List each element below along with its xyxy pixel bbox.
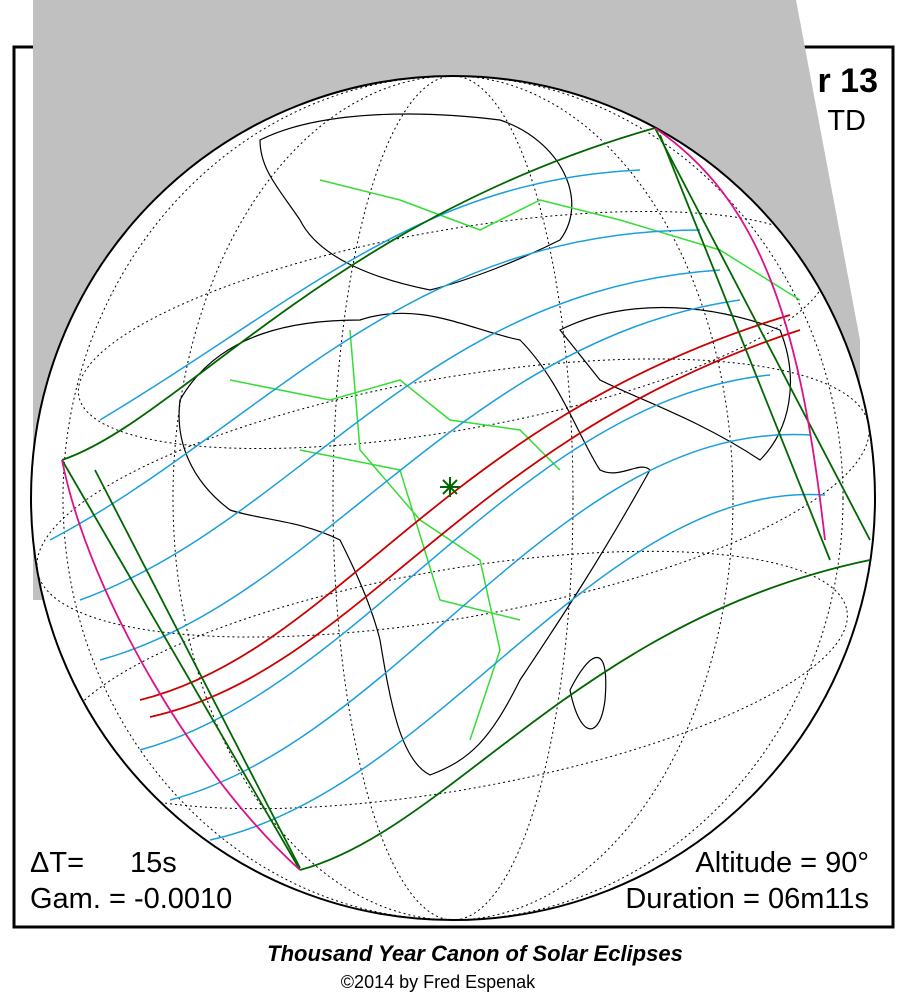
delta-t-value: 15s — [130, 847, 177, 879]
globe-content — [36, 76, 871, 920]
outer-limits — [61, 127, 871, 871]
globe — [30, 75, 876, 921]
totality-path — [139, 314, 801, 718]
partial-limits — [49, 169, 826, 841]
altitude: Altitude = 90° — [695, 847, 869, 879]
footer-credit: ©2014 by Fred Espenak — [341, 972, 536, 992]
greatest-eclipse — [440, 477, 460, 497]
footer-title: Thousand Year Canon of Solar Eclipses — [267, 941, 683, 966]
time-system: TD — [827, 105, 866, 137]
delta-t-label: ΔT= — [30, 847, 84, 879]
borders — [229, 179, 801, 741]
rise-set-curves — [61, 127, 826, 871]
title-fragment: r 13 — [818, 62, 879, 100]
duration: Duration = 06m11s — [625, 883, 869, 915]
gamma: Gam. = -0.0010 — [30, 883, 232, 915]
